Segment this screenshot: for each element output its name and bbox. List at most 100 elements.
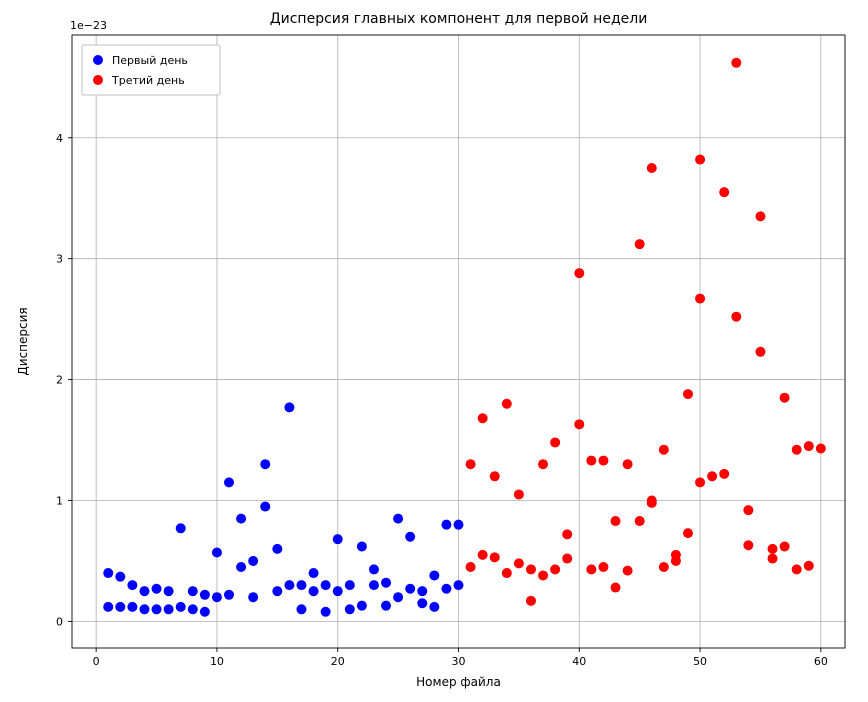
data-point: [792, 564, 802, 574]
data-point: [743, 505, 753, 515]
data-point: [357, 541, 367, 551]
data-point: [248, 556, 258, 566]
data-point: [188, 604, 198, 614]
data-point: [152, 584, 162, 594]
data-point: [333, 586, 343, 596]
data-point: [780, 393, 790, 403]
data-point: [441, 520, 451, 530]
y-exponent-label: 1e−23: [70, 19, 107, 32]
data-point: [321, 580, 331, 590]
data-point: [804, 441, 814, 451]
data-point: [623, 459, 633, 469]
data-point: [103, 568, 113, 578]
data-point: [417, 598, 427, 608]
data-point: [683, 528, 693, 538]
x-tick-label: 40: [572, 655, 586, 668]
x-tick-label: 60: [814, 655, 828, 668]
data-point: [768, 554, 778, 564]
data-point: [635, 516, 645, 526]
data-point: [454, 580, 464, 590]
data-point: [526, 564, 536, 574]
data-point: [792, 445, 802, 455]
data-point: [526, 596, 536, 606]
data-point: [272, 586, 282, 596]
data-point: [272, 544, 282, 554]
data-point: [248, 592, 258, 602]
data-point: [284, 580, 294, 590]
data-point: [623, 566, 633, 576]
data-point: [309, 568, 319, 578]
data-point: [611, 516, 621, 526]
legend: Первый деньТретий день: [82, 45, 220, 95]
data-point: [731, 312, 741, 322]
data-point: [514, 489, 524, 499]
data-point: [441, 584, 451, 594]
data-point: [369, 564, 379, 574]
data-point: [296, 604, 306, 614]
data-point: [466, 562, 476, 572]
data-point: [212, 547, 222, 557]
data-point: [405, 584, 415, 594]
data-point: [381, 578, 391, 588]
data-point: [393, 592, 403, 602]
y-axis-label: Дисперсия: [16, 307, 30, 375]
chart-title: Дисперсия главных компонент для первой н…: [270, 11, 648, 27]
data-point: [296, 580, 306, 590]
data-point: [611, 583, 621, 593]
data-point: [647, 495, 657, 505]
data-point: [200, 607, 210, 617]
data-point: [562, 529, 572, 539]
data-point: [369, 580, 379, 590]
legend-label: Первый день: [112, 54, 188, 67]
data-point: [224, 590, 234, 600]
data-point: [647, 163, 657, 173]
scatter-chart: 0102030405060012341e−23Номер файлаДиспер…: [0, 0, 868, 702]
legend-box: [82, 45, 220, 95]
data-point: [755, 347, 765, 357]
data-point: [478, 413, 488, 423]
data-point: [103, 602, 113, 612]
data-point: [139, 604, 149, 614]
data-point: [224, 477, 234, 487]
data-point: [671, 556, 681, 566]
data-point: [260, 459, 270, 469]
data-point: [743, 540, 753, 550]
data-point: [816, 444, 826, 454]
data-point: [719, 187, 729, 197]
data-point: [755, 211, 765, 221]
data-point: [309, 586, 319, 596]
data-point: [429, 602, 439, 612]
x-axis-label: Номер файла: [416, 675, 501, 689]
data-point: [357, 601, 367, 611]
data-point: [695, 477, 705, 487]
data-point: [115, 602, 125, 612]
data-point: [502, 568, 512, 578]
data-point: [115, 572, 125, 582]
data-point: [176, 602, 186, 612]
data-point: [659, 562, 669, 572]
data-point: [152, 604, 162, 614]
data-point: [454, 520, 464, 530]
y-tick-label: 2: [56, 374, 63, 387]
data-point: [127, 580, 137, 590]
data-point: [538, 459, 548, 469]
data-point: [550, 437, 560, 447]
data-point: [176, 523, 186, 533]
data-point: [550, 564, 560, 574]
data-point: [284, 402, 294, 412]
data-point: [200, 590, 210, 600]
data-point: [164, 586, 174, 596]
data-point: [381, 601, 391, 611]
data-point: [731, 58, 741, 68]
data-point: [514, 558, 524, 568]
data-point: [659, 445, 669, 455]
data-point: [780, 541, 790, 551]
data-point: [538, 570, 548, 580]
data-point: [598, 562, 608, 572]
data-point: [429, 570, 439, 580]
y-tick-label: 0: [56, 615, 63, 628]
data-point: [586, 456, 596, 466]
data-point: [188, 586, 198, 596]
data-point: [478, 550, 488, 560]
x-tick-label: 50: [693, 655, 707, 668]
